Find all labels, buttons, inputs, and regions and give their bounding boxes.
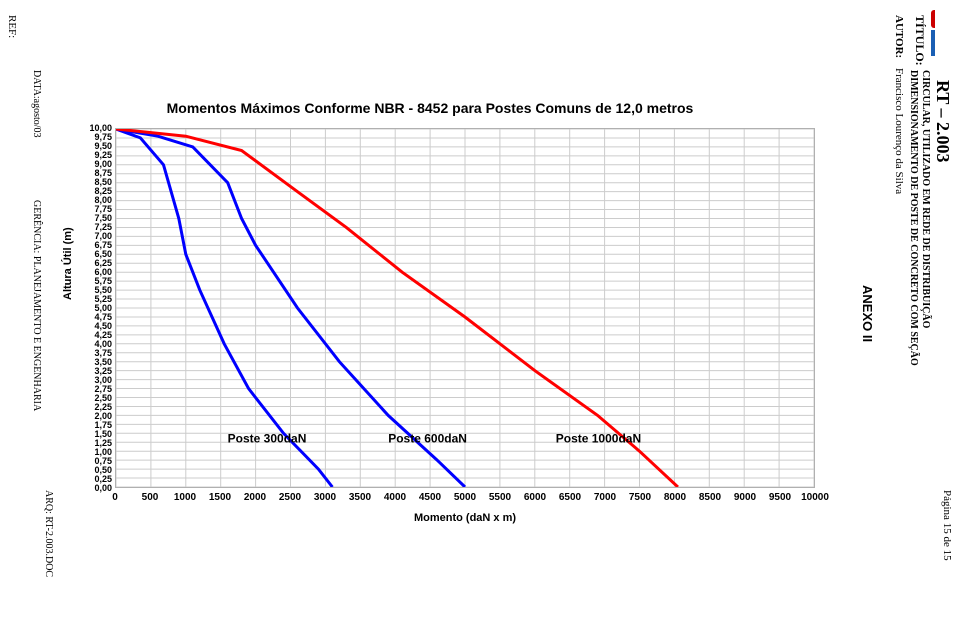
titulo-line2: CIRCULAR, UTILIZADO EM REDE DE DISTRIBUI… xyxy=(920,70,931,328)
y-tick: 0,00 xyxy=(72,484,112,493)
rt-code: RT – 2.003 xyxy=(932,80,953,163)
ref-label: REF: xyxy=(6,15,18,38)
x-tick: 4000 xyxy=(384,492,406,503)
x-tick: 1000 xyxy=(174,492,196,503)
page-number: Página 15 de 15 xyxy=(941,490,953,561)
x-tick: 0 xyxy=(112,492,118,503)
plot-area: Poste 300daN Poste 600daN Poste 1000daN xyxy=(115,128,815,488)
y-ticks: 10,009,759,509,259,008,758,508,258,007,7… xyxy=(72,128,112,488)
x-ticks: 0 500 1000 1500 2000 2500 3000 3500 4000 4500 5000… xyxy=(115,492,815,508)
x-axis-label: Momento (daN x m) xyxy=(115,512,815,524)
x-tick: 7500 xyxy=(629,492,651,503)
x-tick: 3000 xyxy=(314,492,336,503)
x-tick: 9000 xyxy=(734,492,756,503)
page: AES ELETROPAULO RT – 2.003 Página 15 de … xyxy=(0,0,959,622)
x-tick: 2000 xyxy=(244,492,266,503)
x-tick: 2500 xyxy=(279,492,301,503)
ref-column: REF: xyxy=(0,10,22,612)
rt-code-column: RT – 2.003 Página 15 de 15 xyxy=(935,10,959,612)
autor-name: Francisco Lourenço da Silva xyxy=(893,68,905,194)
x-tick: 8000 xyxy=(664,492,686,503)
titulo-label: TÍTULO: xyxy=(912,15,927,66)
series-label: Poste 1000daN xyxy=(556,431,641,445)
plot-svg: Poste 300daN Poste 600daN Poste 1000daN xyxy=(116,129,814,487)
x-tick: 8500 xyxy=(699,492,721,503)
arq-column: ARQ: RT-2.003.DOC xyxy=(24,10,44,612)
x-tick: 7000 xyxy=(594,492,616,503)
x-tick: 6500 xyxy=(559,492,581,503)
anexo-label: ANEXO II xyxy=(860,285,875,342)
autor-label: AUTOR: xyxy=(893,15,905,58)
x-tick: 1500 xyxy=(209,492,231,503)
series-label: Poste 300daN xyxy=(228,431,307,445)
series-label: Poste 600daN xyxy=(388,431,467,445)
anexo-column: ANEXO II xyxy=(857,10,877,612)
x-tick: 3500 xyxy=(349,492,371,503)
x-tick: 5000 xyxy=(454,492,476,503)
x-tick: 500 xyxy=(142,492,159,503)
arq-label: ARQ: RT-2.003.DOC xyxy=(43,490,54,577)
titulo-line1: DIMENSIONAMENTO DE POSTE DE CONCRETO COM… xyxy=(908,70,919,366)
titulo-column: TÍTULO: DIMENSIONAMENTO DE POSTE DE CONC… xyxy=(909,10,931,612)
autor-column: AUTOR: Francisco Lourenço da Silva xyxy=(887,10,907,612)
x-tick: 4500 xyxy=(419,492,441,503)
chart-title: Momentos Máximos Conforme NBR - 8452 par… xyxy=(50,100,810,116)
series-labels: Poste 300daN Poste 600daN Poste 1000daN xyxy=(228,431,641,445)
x-tick: 5500 xyxy=(489,492,511,503)
x-tick: 9500 xyxy=(769,492,791,503)
x-tick: 10000 xyxy=(801,492,829,503)
x-tick: 6000 xyxy=(524,492,546,503)
